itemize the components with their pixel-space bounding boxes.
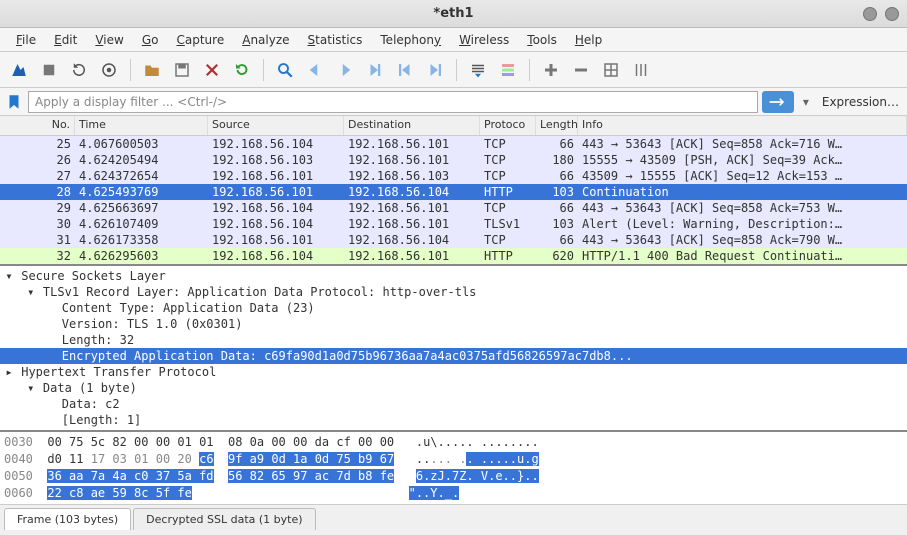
packet-list: No. Time Source Destination Protoco Leng…	[0, 116, 907, 266]
filter-placeholder: Apply a display filter ... <Ctrl-/>	[35, 95, 227, 109]
col-info[interactable]: Info	[578, 116, 907, 135]
tab-frame[interactable]: Frame (103 bytes)	[4, 508, 131, 530]
menu-capture[interactable]: Capture	[168, 31, 232, 49]
collapse-icon[interactable]: ▾	[4, 268, 14, 284]
menubar: File Edit View Go Capture Analyze Statis…	[0, 28, 907, 52]
table-row[interactable]: 284.625493769192.168.56.101192.168.56.10…	[0, 184, 907, 200]
stop-button[interactable]	[36, 57, 62, 83]
separator	[263, 59, 264, 81]
goto-button[interactable]	[362, 57, 388, 83]
table-row[interactable]: 314.626173358192.168.56.101192.168.56.10…	[0, 232, 907, 248]
col-proto[interactable]: Protoco	[480, 116, 536, 135]
table-row[interactable]: 264.624205494192.168.56.103192.168.56.10…	[0, 152, 907, 168]
table-row[interactable]: 304.626107409192.168.56.104192.168.56.10…	[0, 216, 907, 232]
packet-list-body[interactable]: 254.067600503192.168.56.104192.168.56.10…	[0, 136, 907, 264]
menu-wireless[interactable]: Wireless	[451, 31, 517, 49]
filter-dropdown[interactable]: ▾	[798, 91, 814, 113]
shark-fin-icon[interactable]	[6, 57, 32, 83]
minimize-button[interactable]	[863, 7, 877, 21]
maximize-button[interactable]	[885, 7, 899, 21]
open-button[interactable]	[139, 57, 165, 83]
collapse-icon[interactable]: ▾	[26, 380, 36, 396]
filter-input[interactable]: Apply a display filter ... <Ctrl-/>	[28, 91, 758, 113]
detail-line-selected[interactable]: Encrypted Application Data: c69fa90d1a0d…	[0, 348, 907, 364]
menu-statistics[interactable]: Statistics	[300, 31, 371, 49]
detail-line[interactable]: ▸ Hypertext Transfer Protocol	[0, 364, 907, 380]
table-row[interactable]: 274.624372654192.168.56.101192.168.56.10…	[0, 168, 907, 184]
reload-button[interactable]	[229, 57, 255, 83]
menu-edit[interactable]: Edit	[46, 31, 85, 49]
hex-row[interactable]: 0030 00 75 5c 82 00 00 01 01 08 0a 00 00…	[4, 434, 903, 451]
menu-go[interactable]: Go	[134, 31, 167, 49]
next-button[interactable]	[332, 57, 358, 83]
tab-decrypted[interactable]: Decrypted SSL data (1 byte)	[133, 508, 315, 530]
detail-line[interactable]: Length: 32	[0, 332, 907, 348]
menu-help[interactable]: Help	[567, 31, 610, 49]
table-row[interactable]: 324.626295603192.168.56.104192.168.56.10…	[0, 248, 907, 264]
menu-analyze[interactable]: Analyze	[234, 31, 297, 49]
collapse-icon[interactable]: ▾	[26, 284, 36, 300]
bottom-tabs: Frame (103 bytes) Decrypted SSL data (1 …	[0, 504, 907, 530]
separator	[456, 59, 457, 81]
col-time[interactable]: Time	[75, 116, 208, 135]
details-pane[interactable]: ▾ Secure Sockets Layer ▾ TLSv1 Record La…	[0, 266, 907, 432]
table-row[interactable]: 254.067600503192.168.56.104192.168.56.10…	[0, 136, 907, 152]
options-button[interactable]	[96, 57, 122, 83]
detail-line[interactable]: Content Type: Application Data (23)	[0, 300, 907, 316]
find-button[interactable]	[272, 57, 298, 83]
expression-button[interactable]: Expression…	[818, 95, 903, 109]
detail-line[interactable]: Data: c2	[0, 396, 907, 412]
detail-line[interactable]: ▾ TLSv1 Record Layer: Application Data P…	[0, 284, 907, 300]
restart-button[interactable]	[66, 57, 92, 83]
expand-icon[interactable]: ▸	[4, 364, 14, 380]
hex-pane[interactable]: 0030 00 75 5c 82 00 00 01 01 08 0a 00 00…	[0, 432, 907, 504]
col-no[interactable]: No.	[0, 116, 75, 135]
col-len[interactable]: Length	[536, 116, 578, 135]
autoscroll-button[interactable]	[465, 57, 491, 83]
separator	[130, 59, 131, 81]
bookmark-icon[interactable]	[4, 92, 24, 112]
first-button[interactable]	[392, 57, 418, 83]
menu-telephony[interactable]: Telephony	[372, 31, 449, 49]
col-src[interactable]: Source	[208, 116, 344, 135]
zoom-in-button[interactable]	[538, 57, 564, 83]
hex-row[interactable]: 0060 22 c8 ae 59 8c 5f fe "..Y._.	[4, 485, 903, 502]
zoom-reset-button[interactable]	[598, 57, 624, 83]
menu-tools[interactable]: Tools	[519, 31, 565, 49]
resize-columns-button[interactable]	[628, 57, 654, 83]
colorize-button[interactable]	[495, 57, 521, 83]
close-button[interactable]	[199, 57, 225, 83]
col-dst[interactable]: Destination	[344, 116, 480, 135]
detail-line[interactable]: ▾ Secure Sockets Layer	[0, 268, 907, 284]
prev-button[interactable]	[302, 57, 328, 83]
window-title: *eth1	[433, 6, 473, 21]
hex-row[interactable]: 0050 36 aa 7a 4a c0 37 5a fd 56 82 65 97…	[4, 468, 903, 485]
detail-line[interactable]: [Length: 1]	[0, 412, 907, 428]
zoom-out-button[interactable]	[568, 57, 594, 83]
packet-list-header: No. Time Source Destination Protoco Leng…	[0, 116, 907, 136]
separator	[529, 59, 530, 81]
menu-view[interactable]: View	[87, 31, 131, 49]
apply-filter-button[interactable]	[762, 91, 794, 113]
hex-row[interactable]: 0040 d0 11 17 03 01 00 20 c6 9f a9 0d 1a…	[4, 451, 903, 468]
detail-line[interactable]: ▾ Data (1 byte)	[0, 380, 907, 396]
menu-file[interactable]: File	[8, 31, 44, 49]
save-button[interactable]	[169, 57, 195, 83]
last-button[interactable]	[422, 57, 448, 83]
detail-line[interactable]: Version: TLS 1.0 (0x0301)	[0, 316, 907, 332]
filterbar: Apply a display filter ... <Ctrl-/> ▾ Ex…	[0, 88, 907, 116]
titlebar: *eth1	[0, 0, 907, 28]
window-controls	[863, 7, 899, 21]
table-row[interactable]: 294.625663697192.168.56.104192.168.56.10…	[0, 200, 907, 216]
toolbar	[0, 52, 907, 88]
